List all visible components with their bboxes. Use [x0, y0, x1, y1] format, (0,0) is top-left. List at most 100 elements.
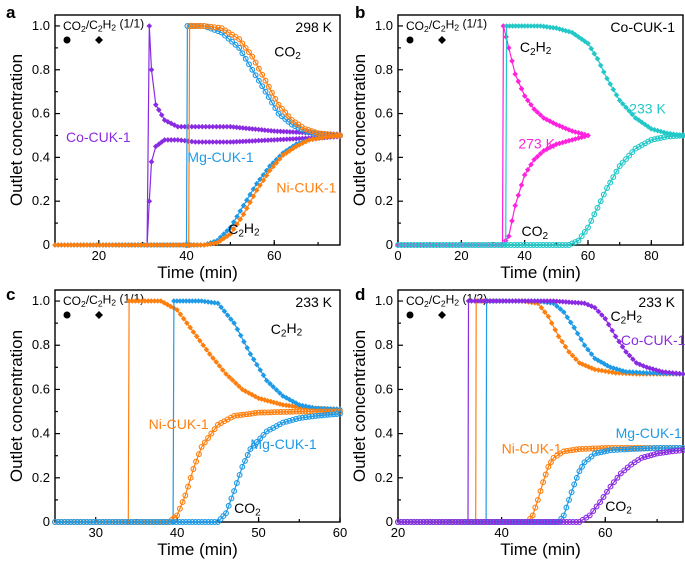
data-point	[154, 298, 161, 304]
data-point	[471, 519, 478, 525]
data-point	[647, 370, 653, 376]
data-point	[175, 123, 181, 130]
data-point	[560, 298, 566, 305]
data-point	[206, 139, 213, 145]
data-point	[515, 519, 522, 525]
data-point	[254, 361, 260, 368]
data-point	[571, 324, 577, 331]
data-point	[247, 446, 254, 453]
data-point	[519, 298, 525, 304]
data-point	[112, 519, 119, 525]
data-point	[572, 239, 579, 246]
data-point	[518, 23, 525, 29]
data-point	[249, 53, 256, 60]
data-point	[99, 519, 106, 525]
data-point	[657, 134, 664, 141]
data-point	[215, 24, 222, 31]
data-point	[315, 130, 322, 137]
data-point	[537, 488, 544, 495]
data-point	[182, 492, 189, 499]
data-point	[461, 519, 468, 525]
data-point	[269, 89, 275, 96]
data-point	[602, 315, 609, 322]
data-point	[141, 242, 147, 248]
data-point	[566, 28, 572, 35]
data-point	[623, 349, 629, 355]
data-point	[240, 138, 246, 145]
data-point	[295, 124, 302, 131]
data-point	[616, 338, 622, 345]
data-point	[542, 471, 549, 478]
data-point	[64, 519, 71, 525]
data-point	[179, 499, 186, 506]
data-point	[74, 242, 80, 248]
x-axis-title: Time (min)	[500, 263, 581, 282]
data-point	[493, 519, 500, 525]
data-point	[200, 342, 206, 348]
y-tick-label: 0.6	[375, 381, 393, 396]
data-point	[528, 298, 535, 304]
data-point	[260, 172, 267, 178]
data-point	[321, 412, 328, 419]
data-point	[626, 108, 632, 114]
data-point	[213, 139, 220, 145]
data-point	[227, 139, 234, 145]
data-point	[185, 123, 192, 130]
data-point	[512, 23, 519, 29]
data-point	[527, 242, 534, 248]
data-point	[280, 402, 286, 408]
data-point	[500, 298, 506, 304]
data-point	[605, 321, 612, 328]
data-point	[131, 519, 138, 525]
series-annotation: Mg-CUK-1	[616, 425, 682, 441]
data-point	[225, 35, 232, 42]
data-point	[529, 512, 536, 519]
data-point	[436, 242, 443, 248]
data-point	[528, 519, 535, 525]
data-point	[293, 416, 299, 422]
data-point	[560, 519, 567, 525]
data-point	[472, 242, 479, 248]
series-line	[398, 134, 589, 246]
data-point	[277, 401, 283, 407]
data-point	[632, 115, 639, 121]
data-point	[273, 387, 280, 393]
data-point	[632, 145, 639, 152]
data-point	[531, 23, 537, 29]
y-tick-label: 1.0	[32, 293, 50, 308]
x-axis-title: Time (min)	[500, 540, 581, 559]
data-point	[660, 449, 667, 456]
data-point	[250, 193, 257, 200]
data-point	[189, 123, 195, 130]
data-point	[616, 163, 623, 170]
data-point	[172, 242, 179, 248]
data-point	[189, 298, 196, 304]
data-point	[249, 410, 256, 417]
data-point	[234, 221, 240, 227]
data-point	[651, 451, 657, 458]
data-point	[243, 411, 250, 418]
data-point	[61, 242, 68, 248]
data-point	[404, 242, 411, 248]
data-point	[579, 445, 586, 452]
data-point	[644, 453, 651, 460]
data-point	[208, 430, 215, 437]
x-tick-label: 50	[251, 525, 265, 540]
data-point	[216, 363, 223, 369]
data-point	[556, 140, 563, 147]
data-point	[158, 298, 164, 304]
data-point	[268, 137, 274, 143]
data-point	[315, 405, 322, 412]
data-point	[290, 408, 296, 415]
data-point	[241, 338, 247, 345]
x-tick-label: 20	[391, 525, 405, 540]
data-point	[221, 308, 228, 314]
data-point	[274, 400, 280, 406]
data-point	[199, 123, 206, 130]
data-point	[283, 395, 290, 401]
series-co-cuk-1-c2h2	[465, 298, 685, 525]
data-point	[262, 77, 269, 84]
data-point	[407, 242, 414, 248]
data-point	[201, 439, 208, 446]
